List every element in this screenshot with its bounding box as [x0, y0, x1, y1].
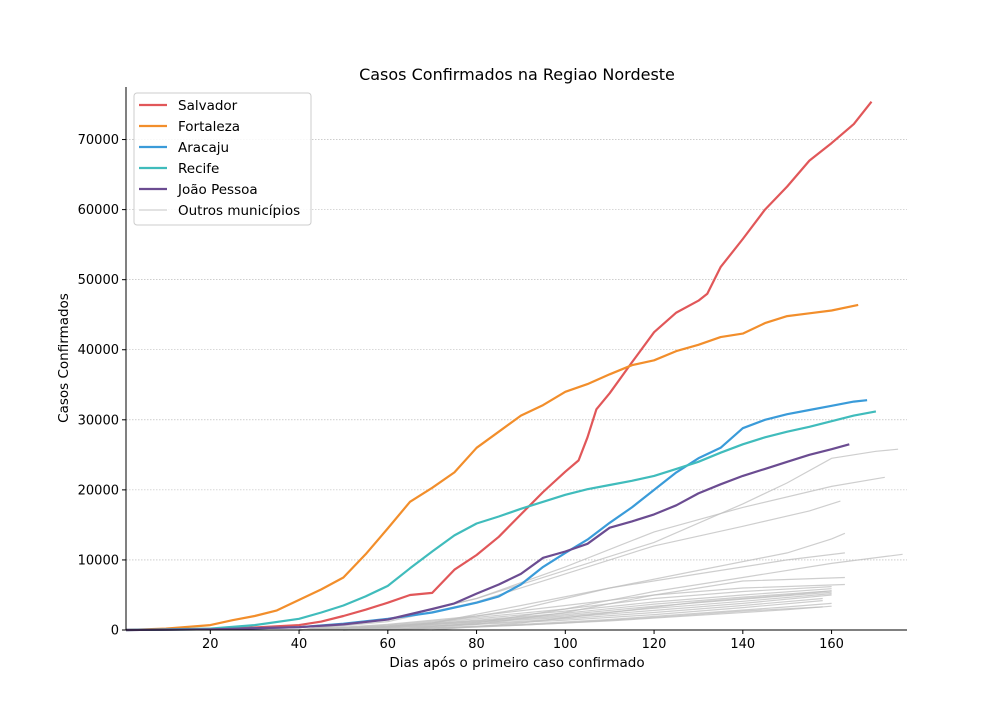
other-municipality-line	[299, 500, 841, 631]
other-municipality-line	[432, 590, 832, 631]
legend-label: Outros municípios	[178, 203, 300, 219]
other-municipality-line	[299, 583, 845, 631]
legend-box	[133, 92, 312, 226]
other-municipality-line	[299, 600, 823, 631]
x-tick-label: 100	[553, 637, 578, 652]
legend-label: Salvador	[178, 98, 238, 114]
y-tick-label: 50000	[78, 273, 119, 288]
other-municipality-line	[387, 553, 903, 631]
legend: Salvador Fortaleza Aracaju Recife João Pesso…	[133, 92, 312, 226]
y-tick-label: 40000	[78, 343, 119, 358]
y-axis-label: Casos Confirmados	[56, 293, 72, 423]
other-municipality-line	[299, 586, 832, 631]
legend-label: Aracaju	[178, 140, 229, 156]
legend-label: Recife	[178, 161, 219, 177]
x-axis-label: Dias após o primeiro caso confirmado	[389, 655, 644, 671]
x-tick-label: 80	[468, 637, 485, 652]
other-municipality-line	[299, 591, 832, 631]
legend-label: Fortaleza	[178, 119, 240, 135]
series-line-jo-o-pessoa	[125, 443, 850, 632]
chart-title: Casos Confirmados na Regiao Nordeste	[359, 65, 675, 84]
others-lines	[299, 448, 903, 631]
y-tick-label: 0	[111, 624, 119, 639]
x-tick-label: 160	[819, 637, 844, 652]
x-axis-ticks: 20 40 60 80 100 120 140 160	[202, 630, 844, 652]
series-line-fortaleza	[125, 303, 859, 632]
x-tick-label: 120	[642, 637, 667, 652]
legend-label: João Pessoa	[177, 182, 258, 198]
x-tick-label: 40	[291, 637, 308, 652]
x-tick-label: 140	[730, 637, 755, 652]
x-tick-label: 20	[202, 637, 219, 652]
y-tick-label: 70000	[78, 133, 119, 148]
y-tick-label: 10000	[78, 553, 119, 568]
x-tick-label: 60	[380, 637, 397, 652]
y-tick-label: 30000	[78, 413, 119, 428]
series-line-salvador	[125, 101, 873, 632]
series-lines	[125, 101, 877, 632]
y-tick-label: 20000	[78, 483, 119, 498]
y-tick-label: 60000	[78, 203, 119, 218]
y-axis-ticks: 0 10000 20000 30000 40000 50000 60000 70000	[78, 133, 126, 639]
axes	[125, 87, 907, 631]
other-municipality-line	[299, 588, 832, 631]
series-line-recife	[125, 410, 877, 632]
